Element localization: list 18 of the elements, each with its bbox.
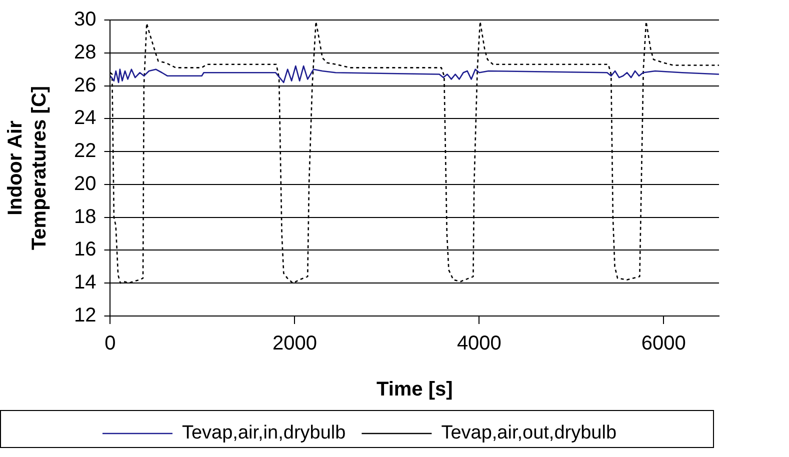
y-tick-label: 14 [74,272,96,294]
x-tick-label: 0 [104,332,116,355]
y-tick-label: 16 [74,238,96,261]
y-tick-label: 26 [74,74,96,96]
x-axis-title: Time [s] [376,378,453,401]
legend-label: Tevap,air,in,drybulb [182,422,346,444]
y-tick-label: 28 [74,41,96,64]
y-tick-label: 18 [74,206,96,228]
y-tick-label: 24 [74,107,96,130]
x-tick-label: 6000 [641,332,686,355]
y-axis-title: Indoor Air Temperatures [C] [4,86,51,250]
y-tick-label: 12 [74,304,96,327]
y-tick-label: 30 [74,8,96,31]
y-tick-label: 20 [74,172,96,195]
x-tick-label: 4000 [456,332,502,355]
x-tick-label: 2000 [272,332,317,355]
y-tick-label: 22 [74,140,96,162]
legend-label: Tevap,air,out,drybulb [441,422,617,444]
